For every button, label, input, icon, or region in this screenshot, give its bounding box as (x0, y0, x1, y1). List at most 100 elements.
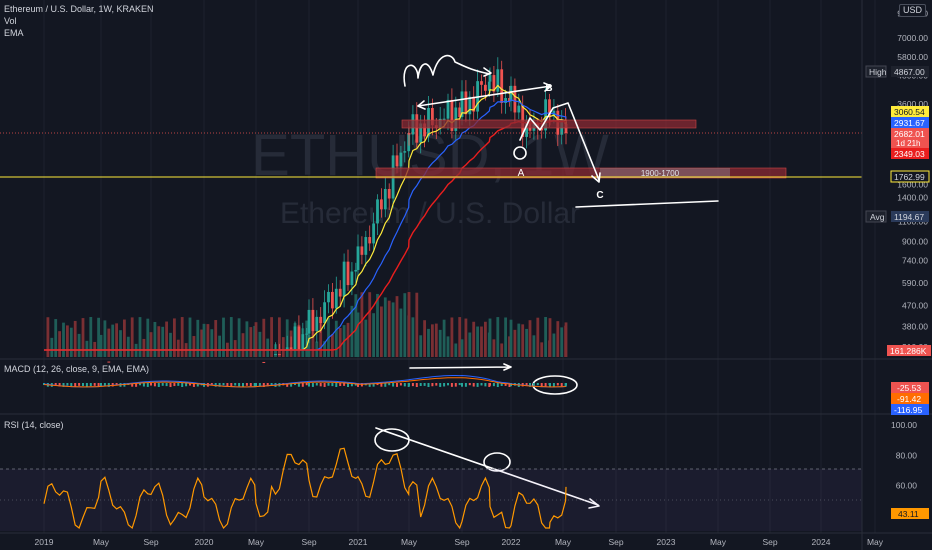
macd-bar (396, 383, 398, 387)
macd-bar (181, 383, 184, 387)
support-zone[interactable] (375, 167, 787, 179)
macd-bar (146, 383, 149, 387)
ema-red-value: 2349.03 (894, 149, 925, 159)
macd-bar (234, 383, 237, 386)
volume-bar (46, 317, 50, 357)
candle-body (464, 91, 468, 115)
support-zone-label-box (600, 168, 730, 178)
target-line[interactable] (575, 200, 719, 208)
candle-body (484, 84, 487, 91)
macd-bar (222, 383, 225, 386)
rsi-circle-2[interactable] (483, 452, 511, 472)
macd-bar (423, 383, 426, 386)
candle-body (513, 85, 517, 113)
macd-bar (150, 383, 152, 386)
macd-bar (153, 383, 156, 387)
macd-value-2: -91.42 (897, 394, 921, 404)
macd-bar (270, 383, 273, 386)
chart-title[interactable]: Ethereum / U.S. Dollar, 1W, KRAKEN (4, 4, 154, 14)
volume-bar (245, 321, 249, 357)
candle-body (548, 99, 551, 116)
volume-bar (258, 331, 262, 357)
resistance-zone[interactable] (401, 119, 697, 129)
macd-bar (347, 383, 349, 387)
volume-bar (249, 327, 253, 357)
macd-bar (439, 383, 442, 387)
low-circle[interactable] (513, 146, 527, 160)
macd-bar (427, 383, 430, 387)
macd-bar (157, 383, 160, 387)
macd-bar (419, 383, 422, 387)
macd-bar (476, 383, 479, 387)
price-tick: 5800.00 (897, 52, 928, 62)
macd-bar (161, 383, 164, 386)
rsi-title[interactable]: RSI (14, close) (4, 420, 64, 430)
time-label: Sep (454, 537, 469, 547)
currency-button[interactable]: USD (898, 4, 926, 17)
volume-bar (126, 336, 130, 357)
candle-body (383, 188, 387, 210)
macd-bar (210, 383, 213, 386)
time-label: 2020 (195, 537, 214, 547)
wave-drawing[interactable] (403, 54, 491, 87)
volume-bar (77, 333, 81, 357)
rsi-trendline[interactable] (375, 427, 599, 506)
macd-bar (103, 383, 106, 386)
rsi-circle-1[interactable] (374, 428, 410, 452)
macd-bar (214, 383, 217, 387)
volume-bar (206, 324, 210, 357)
candle-body (525, 121, 528, 137)
volume-bar (165, 321, 168, 357)
rsi-tick: 100.00 (891, 420, 917, 430)
macd-bar (192, 383, 195, 387)
macd-bar (343, 383, 346, 386)
volume-bar (315, 341, 319, 357)
candle-body (407, 133, 411, 135)
ema-indicator-label[interactable]: EMA (4, 28, 24, 38)
candle-body (293, 326, 297, 350)
range-arrow[interactable] (417, 85, 552, 107)
volume-bar (115, 323, 118, 357)
macd-bar (266, 383, 269, 387)
macd-bar (297, 383, 300, 387)
macd-arrow[interactable] (409, 363, 512, 371)
candle-body (544, 99, 547, 131)
volume-bar (419, 335, 423, 357)
volume-bar (222, 317, 225, 357)
time-label: 2023 (657, 537, 676, 547)
candle-body (315, 316, 319, 332)
macd-circle[interactable] (532, 375, 578, 395)
vol-indicator-label[interactable]: Vol (4, 16, 17, 26)
candle-body (564, 123, 568, 134)
macd-bar (556, 383, 559, 386)
price-tick: 1600.00 (897, 179, 928, 189)
ema-yellow-value: 3060.54 (894, 107, 925, 117)
candle-body (372, 223, 375, 244)
candle-body (107, 361, 111, 363)
macd-bar (196, 383, 199, 387)
volume-bar (85, 340, 89, 357)
projection-path[interactable] (519, 102, 600, 181)
macd-title[interactable]: MACD (12, 26, close, 9, EMA, EMA) (4, 364, 150, 374)
macd-bar (66, 383, 69, 386)
macd-signal-line (43, 377, 567, 388)
volume-bar (149, 332, 153, 357)
macd-bar (242, 383, 244, 387)
volume-bar (161, 326, 165, 357)
macd-bar (544, 383, 547, 387)
macd-bar (305, 383, 308, 386)
price-tick: 7000.00 (897, 33, 928, 43)
watermark-name: Ethereum / U.S. Dollar (280, 197, 580, 230)
macd-bar (249, 383, 252, 387)
rsi-tick: 80.00 (896, 450, 918, 460)
last-price-value: 2682.01 (894, 129, 925, 139)
macd-bar (489, 383, 491, 386)
macd-bar (536, 383, 539, 386)
volume-bar (214, 320, 218, 357)
candle-body (509, 85, 513, 102)
volume-bar (395, 296, 399, 357)
macd-bar (139, 383, 141, 386)
avg-value-tag (891, 211, 929, 222)
macd-bar (58, 383, 61, 387)
